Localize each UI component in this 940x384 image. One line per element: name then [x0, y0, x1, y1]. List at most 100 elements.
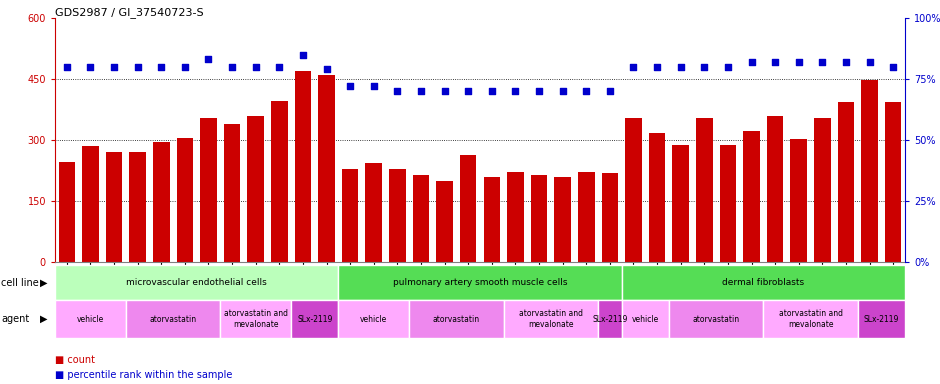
Point — [531, 88, 546, 94]
Bar — [460, 155, 477, 262]
Point — [154, 64, 169, 70]
Bar — [483, 177, 500, 262]
Point — [626, 64, 641, 70]
Bar — [504, 300, 598, 338]
Point — [720, 64, 735, 70]
Bar — [291, 300, 338, 338]
Bar — [861, 80, 878, 262]
Text: GDS2987 / GI_37540723-S: GDS2987 / GI_37540723-S — [55, 7, 204, 18]
Bar — [389, 169, 406, 262]
Bar — [672, 145, 689, 262]
Bar — [338, 300, 409, 338]
Point — [768, 59, 783, 65]
Bar — [247, 116, 264, 262]
Bar — [720, 145, 736, 262]
Bar — [319, 75, 335, 262]
Point — [697, 64, 712, 70]
Bar — [58, 162, 75, 262]
Bar — [82, 146, 99, 262]
Bar — [621, 300, 669, 338]
Text: agent: agent — [1, 314, 29, 324]
Point — [414, 88, 429, 94]
Point — [367, 83, 382, 89]
Text: microvascular endothelial cells: microvascular endothelial cells — [126, 278, 267, 287]
Bar — [814, 118, 831, 262]
Point — [437, 88, 452, 94]
Bar — [413, 175, 430, 262]
Point — [225, 64, 240, 70]
Text: ▶: ▶ — [40, 314, 48, 324]
Point — [579, 88, 594, 94]
Bar — [696, 118, 713, 262]
Text: dermal fibroblasts: dermal fibroblasts — [722, 278, 805, 287]
Bar — [130, 152, 146, 262]
Point — [248, 64, 263, 70]
Text: atorvastatin and
mevalonate: atorvastatin and mevalonate — [519, 309, 583, 329]
Text: atorvastatin: atorvastatin — [693, 314, 740, 323]
Bar — [625, 118, 642, 262]
Bar — [126, 300, 220, 338]
Point — [59, 64, 74, 70]
Bar — [220, 300, 291, 338]
Point — [178, 64, 193, 70]
Point — [83, 64, 98, 70]
Text: cell line: cell line — [1, 278, 39, 288]
Text: vehicle: vehicle — [360, 314, 387, 323]
Bar — [338, 265, 621, 300]
Bar — [55, 265, 338, 300]
Bar — [224, 124, 241, 262]
Bar — [598, 300, 621, 338]
Bar — [55, 300, 126, 338]
Point — [885, 64, 901, 70]
Text: vehicle: vehicle — [77, 314, 104, 323]
Bar — [106, 152, 122, 262]
Point — [484, 88, 499, 94]
Point — [603, 88, 618, 94]
Bar — [885, 102, 901, 262]
Text: SLx-2119: SLx-2119 — [864, 314, 899, 323]
Point — [673, 64, 688, 70]
Bar — [271, 101, 288, 262]
Bar — [669, 300, 763, 338]
Point — [815, 59, 830, 65]
Bar — [858, 300, 905, 338]
Point — [744, 59, 759, 65]
Bar — [763, 300, 858, 338]
Point — [791, 59, 807, 65]
Bar — [200, 118, 217, 262]
Bar — [555, 177, 571, 262]
Point — [508, 88, 523, 94]
Point — [838, 59, 854, 65]
Bar — [531, 175, 547, 262]
Bar — [177, 138, 193, 262]
Text: vehicle: vehicle — [632, 314, 659, 323]
Text: ■ percentile rank within the sample: ■ percentile rank within the sample — [55, 370, 232, 380]
Text: ■ count: ■ count — [55, 355, 95, 365]
Point — [650, 64, 665, 70]
Bar — [294, 71, 311, 262]
Point — [390, 88, 405, 94]
Text: atorvastatin: atorvastatin — [432, 314, 480, 323]
Point — [319, 66, 334, 72]
Point — [130, 64, 145, 70]
Bar — [409, 300, 504, 338]
Text: pulmonary artery smooth muscle cells: pulmonary artery smooth muscle cells — [393, 278, 567, 287]
Text: atorvastatin and
mevalonate: atorvastatin and mevalonate — [224, 309, 288, 329]
Point — [862, 59, 877, 65]
Text: atorvastatin and
mevalonate: atorvastatin and mevalonate — [778, 309, 842, 329]
Bar — [744, 131, 760, 262]
Point — [106, 64, 121, 70]
Bar — [602, 173, 619, 262]
Text: SLx-2119: SLx-2119 — [297, 314, 333, 323]
Point — [201, 56, 216, 63]
Point — [556, 88, 571, 94]
Point — [272, 64, 287, 70]
Text: atorvastatin: atorvastatin — [149, 314, 196, 323]
Point — [295, 51, 310, 58]
Text: ▶: ▶ — [40, 278, 48, 288]
Text: SLx-2119: SLx-2119 — [592, 314, 628, 323]
Bar — [508, 172, 524, 262]
Bar — [342, 169, 358, 262]
Bar — [436, 182, 453, 262]
Bar — [621, 265, 905, 300]
